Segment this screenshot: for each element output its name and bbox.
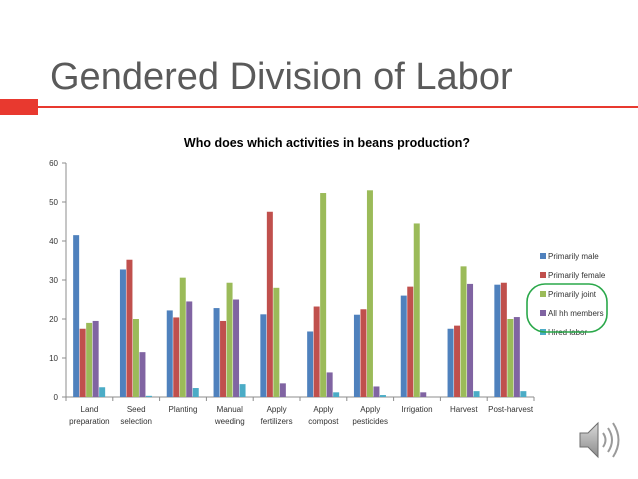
bar [353,314,360,397]
x-tick-label: pesticides [352,417,388,426]
y-tick-label: 40 [49,237,58,246]
x-tick-label: Irrigation [401,405,432,414]
bar [313,306,320,397]
y-tick-label: 30 [49,276,58,285]
x-tick-label: preparation [69,417,109,426]
bar [166,310,173,397]
y-tick-label: 0 [54,393,59,402]
x-tick-label: Apply [267,405,287,414]
legend-highlight-ellipse [526,283,608,333]
legend-label: Primarily joint [548,290,597,299]
x-tick-label: Seed [127,405,146,414]
bars [73,190,527,397]
bar [407,286,414,397]
bar [420,392,427,397]
x-tick-label: Manual [217,405,243,414]
legend: Primarily male Primarily female Primarily … [526,252,608,337]
legend-swatch [540,291,546,297]
bar [473,391,480,397]
x-tick-labels: Land preparation Seed selection Planting Manu… [69,405,534,426]
slide-title: Gendered Division of Labor [50,56,513,98]
bar [73,235,80,397]
bar [279,383,286,397]
bar [513,317,520,397]
x-tick-label: Post-harvest [488,405,534,414]
bar [467,283,474,397]
bar [139,352,146,397]
bar [213,308,220,397]
bar [226,282,233,397]
bar [79,328,86,397]
bar [494,284,501,397]
x-tick-label: Apply [313,405,333,414]
legend-label: Primarily male [548,252,599,261]
y-tick-label: 50 [49,198,58,207]
legend-swatch [540,310,546,316]
legend-swatch [540,253,546,259]
bar [366,190,373,397]
bar [326,372,333,397]
x-tick-label: compost [308,417,339,426]
y-tick-label: 60 [49,159,58,168]
bar [373,386,380,397]
bar [186,301,193,397]
bar [99,387,106,397]
bar [520,391,527,397]
bar [192,388,199,397]
x-tick-label: Planting [169,405,198,414]
bar [307,331,314,397]
bar [333,392,340,397]
bar [179,277,186,397]
bar [379,395,386,397]
x-tick-label: Apply [360,405,380,414]
bar [507,319,514,397]
bar [132,319,139,397]
y-tick-label: 10 [49,354,58,363]
bar [126,259,133,397]
bar [173,317,180,397]
bar [233,299,240,397]
title-underline [0,106,638,108]
bar [145,395,152,397]
bar [119,269,126,397]
bar [413,223,420,397]
x-tick-label: selection [120,417,152,426]
bar [266,211,273,397]
bar [447,328,454,397]
x-tick-label: fertilizers [261,417,293,426]
chart-title: Who does which activities in beans produ… [184,136,470,150]
bar [500,282,507,397]
bar [454,325,461,397]
x-tick-label: weeding [214,417,245,426]
bar [86,322,93,397]
bar [360,309,367,397]
bar [260,314,267,397]
bar [400,295,407,397]
bar [239,384,246,397]
bar [320,193,327,397]
y-tick-label: 20 [49,315,58,324]
x-tick-label: Harvest [450,405,478,414]
bar [220,320,227,397]
bar [92,320,99,397]
speaker-icon[interactable] [577,418,629,462]
legend-swatch [540,272,546,278]
bar [273,287,280,397]
accent-marker [0,99,38,115]
legend-label: All hh members [548,309,604,318]
legend-label: Primarily female [548,271,606,280]
x-tick-label: Land [81,405,99,414]
bar [460,266,467,397]
